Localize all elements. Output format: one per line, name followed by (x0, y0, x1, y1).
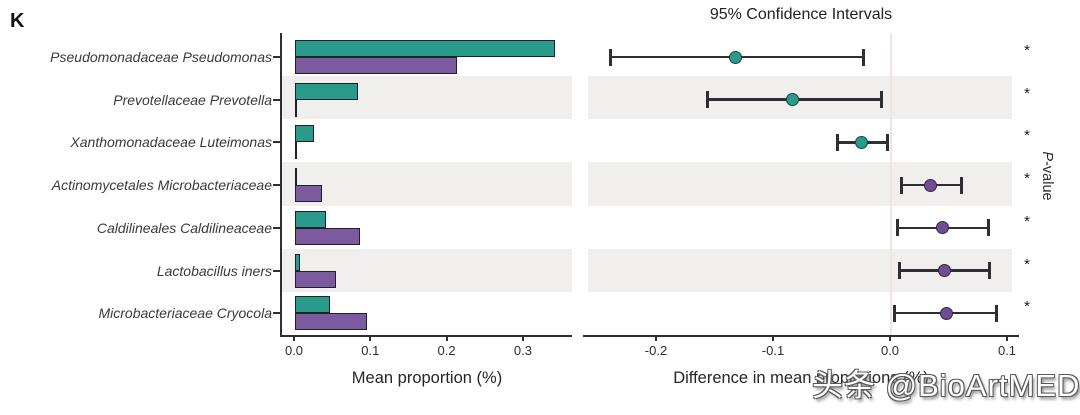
bar-purple (295, 185, 322, 203)
ci-mean-dot (855, 135, 869, 149)
significance-asterisk: * (1024, 170, 1030, 188)
pvalue-italic-p: P (1039, 151, 1055, 162)
bar-purple (295, 227, 360, 245)
bar-purple (295, 270, 337, 288)
x-axis-tick (521, 335, 524, 341)
ci-cap-left (893, 304, 897, 322)
significance-asterisk: * (1024, 42, 1030, 59)
left-x-axis-ticks (280, 335, 570, 345)
ci-cap-left (608, 48, 612, 66)
x-axis-tick (293, 335, 295, 341)
category-label: Lactobacillus iners (156, 262, 272, 279)
bar-teal (295, 296, 331, 314)
ci-plot-title: 95% Confidence Intervals (709, 6, 893, 23)
bar-teal (295, 253, 301, 271)
x-axis-tick-label: 0.0 (880, 343, 900, 358)
y-axis-tick (273, 141, 281, 144)
pvalue-rest: -value (1039, 161, 1055, 201)
x-axis-tick-label: -0.1 (761, 343, 785, 358)
ci-cap-left (835, 133, 839, 151)
bar-purple (295, 99, 297, 117)
panel-letter: K (10, 10, 25, 32)
mean-proportion-panel (273, 33, 572, 337)
x-axis-tick-label: 0.3 (513, 343, 532, 358)
x-axis-tick-label: -0.2 (644, 343, 668, 358)
x-axis-tick-label: 0.0 (284, 343, 304, 358)
watermark-text: 头条 @BioArtMED (812, 368, 1080, 403)
category-label: Caldilineales Caldilineaceae (96, 219, 272, 236)
ci-cap-left (897, 262, 901, 279)
x-axis-tick-label: 0.1 (361, 343, 380, 358)
category-label: Xanthomonadaceae Luteimonas (70, 134, 272, 151)
ci-cap-right (987, 262, 991, 279)
row-stripe (282, 162, 572, 206)
zero-reference-line (890, 33, 892, 335)
ci-mean-dot (729, 50, 743, 64)
significance-asterisk: * (1024, 255, 1030, 273)
x-axis-tick (445, 335, 448, 341)
bar-teal (295, 82, 359, 100)
ci-mean-dot (936, 221, 950, 235)
x-axis-tick (655, 335, 657, 341)
ci-cap-right (861, 48, 865, 66)
ci-mean-dot (939, 306, 953, 320)
bar-purple (295, 313, 367, 331)
ci-mean-dot (786, 93, 800, 107)
right-x-axis-ticks (583, 335, 1019, 345)
x-axis-tick (889, 335, 891, 341)
pvalue-axis-label: P-value (1039, 151, 1055, 200)
y-axis-tick (273, 56, 281, 58)
significance-asterisk: * (1024, 212, 1030, 230)
significance-asterisk: * (1024, 84, 1030, 102)
ci-mean-dot (938, 264, 952, 277)
left-x-axis-tick-labels: 0.0 0.1 0.2 0.3 (280, 343, 570, 361)
category-label: Prevotellaceae Prevotella (113, 91, 272, 108)
category-label: Pseudomonadaceae Pseudomonas (50, 49, 272, 65)
ci-cap-left (705, 91, 709, 109)
right-x-axis-tick-labels: -0.2 -0.1 0.0 0.1 (583, 343, 1019, 361)
x-axis-tick-label: 0.2 (437, 343, 456, 358)
row-stripe (588, 76, 1012, 120)
category-labels: Pseudomonadaceae Pseudomonas Prevotellace… (0, 33, 272, 335)
ci-mean-dot (924, 178, 938, 192)
ci-cap-left (895, 219, 899, 237)
y-axis-tick (273, 98, 281, 101)
x-axis-tick-label: 0.1 (997, 343, 1017, 358)
row-stripe (282, 119, 572, 162)
right-axis-title: Difference in mean proportions (%) (673, 369, 929, 387)
category-label: Microbacteriaceae Cryocola (98, 305, 272, 322)
ci-cap-right (880, 91, 884, 109)
confidence-interval-panel (583, 33, 1019, 337)
category-label: Actinomycetales Microbacteriaceae (51, 177, 272, 194)
ci-cap-right (886, 133, 890, 151)
bar-purple (295, 142, 297, 160)
ci-cap-right (959, 176, 963, 194)
bar-teal (295, 40, 556, 57)
significance-asterisk: * (1024, 298, 1030, 316)
row-stripe (588, 119, 1012, 162)
ci-cap-right (994, 304, 998, 322)
y-axis-tick (273, 312, 281, 315)
ci-cap-left (900, 176, 904, 194)
left-axis-title: Mean proportion (%) (351, 369, 503, 387)
x-axis-tick (1006, 335, 1008, 341)
y-axis-tick (273, 269, 281, 272)
row-stripe (588, 33, 1012, 76)
x-axis-tick (772, 335, 774, 341)
bar-teal (295, 125, 315, 143)
bar-teal (295, 210, 327, 228)
ci-cap-right (986, 219, 990, 237)
bar-teal (295, 168, 297, 186)
y-axis-tick (273, 184, 281, 187)
x-axis-tick (369, 335, 372, 341)
significance-asterisk: * (1024, 127, 1030, 145)
y-axis-tick (273, 226, 281, 229)
bar-purple (295, 57, 457, 74)
